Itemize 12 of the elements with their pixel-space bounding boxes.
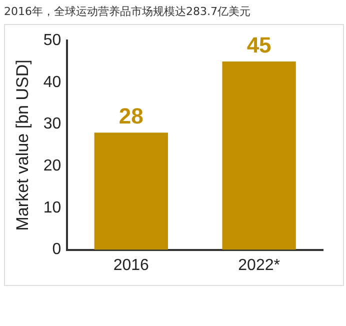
data-label: 45 <box>246 32 272 58</box>
chart-title: 2016年，全球运动营养品市场规模达283.7亿美元 <box>4 4 250 19</box>
y-tick-label: 40 <box>43 74 62 91</box>
y-tick-label: 0 <box>52 241 62 258</box>
x-tick-label: 2022* <box>238 256 280 274</box>
y-axis-title: Market value [bn USD] <box>12 60 32 231</box>
x-tick-label: 2016 <box>113 256 150 274</box>
data-label: 28 <box>118 104 144 129</box>
y-tick-label: 30 <box>43 116 62 133</box>
y-tick-label: 50 <box>43 32 62 50</box>
y-tick-label: 10 <box>43 199 62 216</box>
y-tick-label: 20 <box>43 158 62 175</box>
